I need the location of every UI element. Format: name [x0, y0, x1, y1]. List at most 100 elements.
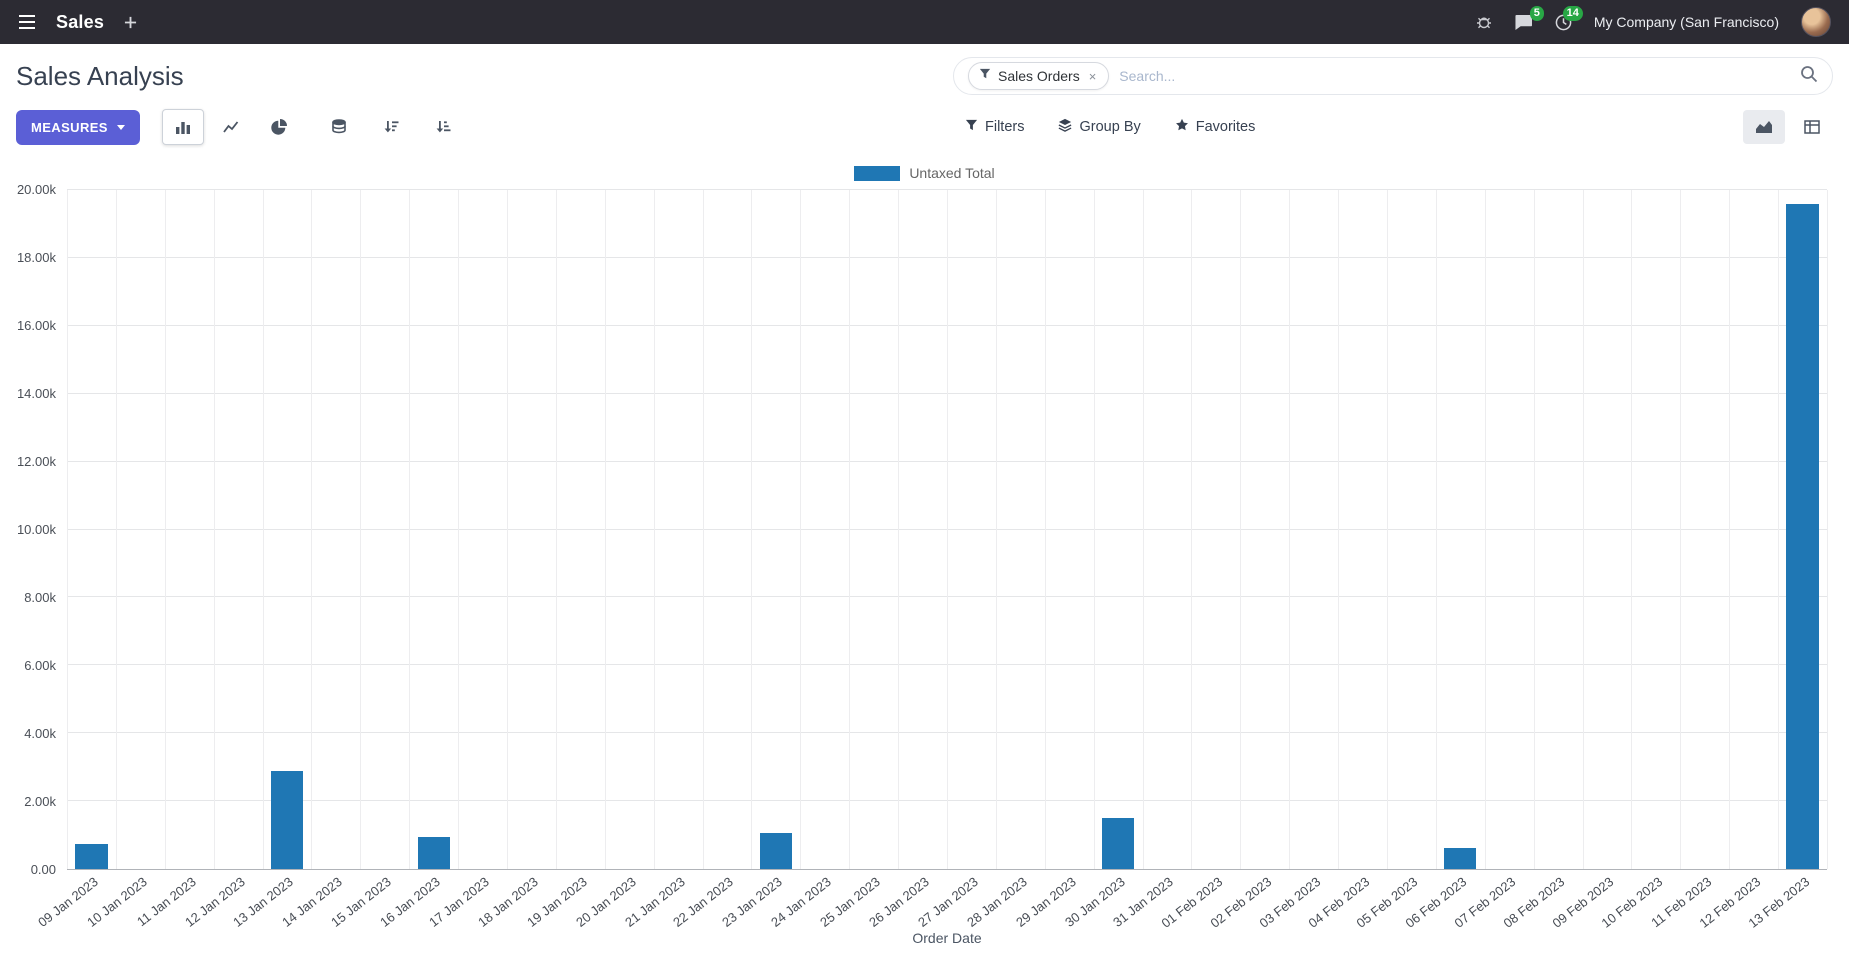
gridline — [800, 190, 802, 869]
control-panel-bottom: MEASURES — [16, 108, 1833, 146]
star-icon — [1175, 118, 1189, 136]
gridline — [262, 190, 264, 869]
gridline — [1191, 190, 1193, 869]
gridline — [1680, 190, 1682, 869]
activities-badge: 14 — [1562, 5, 1583, 21]
bar-chart: 0.00 2.00k 4.00k 6.00k 8.00k 10.00k 12.00k 14.0… — [0, 182, 1828, 952]
search-bar[interactable]: Sales Orders × — [953, 57, 1833, 95]
y-tick-label: 14.00k — [16, 386, 56, 401]
navbar-left: Sales — [18, 12, 137, 33]
gridline — [702, 190, 704, 869]
bar-06-feb-2023[interactable] — [1444, 847, 1477, 869]
y-tick-label: 12.00k — [16, 454, 56, 469]
gridline — [507, 190, 508, 869]
group-by-button[interactable]: Group By — [1046, 110, 1152, 144]
pivot-view-button[interactable] — [1791, 110, 1833, 144]
graph-view-button[interactable] — [1743, 110, 1785, 144]
top-navbar: Sales 5 14 My Company (San Francisco) — [0, 0, 1849, 44]
y-tick-label: 2.00k — [24, 794, 56, 809]
gridline — [458, 190, 460, 869]
stacked-icon[interactable] — [318, 109, 360, 145]
gridline — [898, 190, 900, 869]
y-tick-label: 6.00k — [24, 658, 56, 673]
gridline — [1778, 190, 1780, 869]
bar-16-jan-2023[interactable] — [417, 836, 450, 869]
group-by-label: Group By — [1079, 119, 1141, 135]
gridline — [67, 189, 1827, 190]
sort-ascending-icon[interactable] — [422, 109, 464, 145]
gridline — [1827, 190, 1828, 869]
y-tick-label: 10.00k — [16, 522, 56, 537]
y-tick-label: 20.00k — [16, 182, 56, 197]
gridline — [751, 190, 753, 869]
gridline — [115, 190, 117, 869]
bar-chart-button[interactable] — [161, 109, 204, 145]
facet-remove-icon[interactable]: × — [1088, 68, 1097, 84]
debug-icon[interactable] — [1476, 14, 1492, 30]
line-chart-button[interactable] — [210, 109, 252, 145]
messages-icon[interactable]: 5 — [1514, 5, 1544, 31]
page-title: Sales Analysis — [16, 60, 184, 91]
gridline — [995, 190, 997, 869]
gridline — [360, 190, 362, 869]
gridline — [1142, 190, 1144, 869]
gridline — [311, 190, 313, 869]
gridline — [1044, 190, 1046, 869]
gridline — [1582, 190, 1584, 869]
legend-label: Untaxed Total — [909, 165, 995, 181]
measures-button[interactable]: MEASURES — [16, 109, 140, 145]
filters-button[interactable]: Filters — [953, 111, 1036, 144]
activities-clock-icon[interactable]: 14 — [1555, 5, 1583, 31]
bar-13-feb-2023[interactable] — [1786, 203, 1819, 869]
chevron-down-icon — [116, 124, 125, 130]
legend-swatch[interactable] — [854, 165, 901, 181]
apps-menu-icon[interactable] — [18, 15, 36, 29]
gridline — [1093, 190, 1095, 869]
gridline — [409, 190, 411, 869]
plus-icon[interactable] — [124, 16, 137, 29]
gridline — [213, 190, 215, 869]
gridline — [1631, 190, 1633, 869]
control-panel-top: Sales Analysis Sales Orders × — [16, 54, 1833, 98]
search-icon[interactable] — [1800, 65, 1818, 88]
gridline — [1435, 190, 1437, 869]
user-avatar[interactable] — [1801, 7, 1831, 37]
app-name[interactable]: Sales — [56, 11, 105, 32]
gridline — [1387, 190, 1388, 869]
y-tick-label: 18.00k — [16, 250, 56, 265]
pie-chart-button[interactable] — [258, 109, 300, 145]
bar-30-jan-2023[interactable] — [1101, 818, 1135, 869]
y-tick-label: 8.00k — [24, 590, 56, 605]
gridline — [67, 190, 68, 869]
filter-funnel-icon — [979, 67, 991, 85]
search-facet-sales-orders[interactable]: Sales Orders × — [968, 62, 1110, 90]
favorites-button[interactable]: Favorites — [1163, 110, 1268, 144]
funnel-icon — [965, 119, 978, 136]
y-axis-labels: 0.00 2.00k 4.00k 6.00k 8.00k 10.00k 12.00k 14.0… — [0, 182, 60, 877]
y-tick-label: 16.00k — [16, 318, 56, 333]
gridline — [1533, 190, 1535, 869]
gridline — [1240, 190, 1242, 869]
facet-label: Sales Orders — [998, 68, 1080, 84]
measures-label: MEASURES — [31, 119, 108, 135]
gridline — [1729, 190, 1731, 869]
bar-23-jan-2023[interactable] — [759, 833, 793, 869]
chart-legend: Untaxed Total — [0, 162, 1849, 184]
gridline — [1289, 190, 1291, 869]
y-tick-label: 0.00 — [30, 862, 56, 877]
bar-13-jan-2023[interactable] — [270, 770, 304, 869]
gridline — [604, 190, 606, 869]
chart-extra-group — [318, 109, 464, 145]
search-input[interactable] — [1119, 68, 1790, 84]
company-switcher[interactable]: My Company (San Francisco) — [1593, 14, 1779, 30]
search-options: Filters Group By Favorites — [953, 110, 1267, 144]
layers-icon — [1058, 118, 1072, 136]
gridline — [947, 190, 948, 869]
sort-descending-icon[interactable] — [370, 109, 412, 145]
gridline — [1484, 190, 1486, 869]
gridline — [653, 190, 655, 869]
gridline — [164, 190, 166, 869]
x-axis-title: Order Date — [912, 930, 982, 946]
view-switcher — [1743, 110, 1833, 144]
bar-09-jan-2023[interactable] — [75, 843, 108, 869]
